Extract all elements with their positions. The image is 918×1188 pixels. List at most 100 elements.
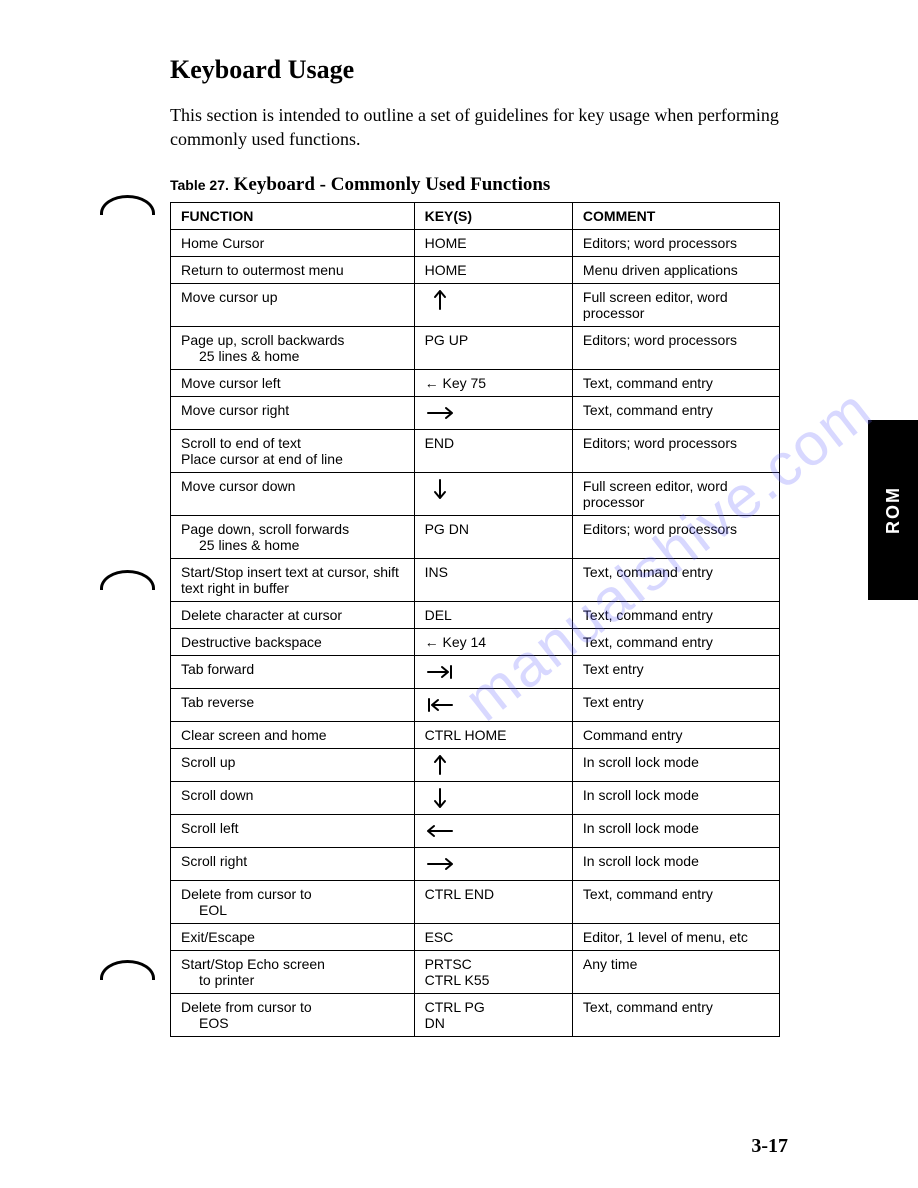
cell-key: PG UP [414, 326, 572, 369]
key-text: CTRL PG [425, 999, 485, 1015]
cell-function: Exit/Escape [171, 923, 415, 950]
comment-text: Full screen editor, word processor [583, 289, 728, 321]
function-text: Move cursor down [181, 478, 295, 494]
cell-comment: In scroll lock mode [572, 847, 779, 880]
caption-label: Table 27. [170, 177, 229, 193]
function-text: Page up, scroll backwards [181, 332, 344, 348]
function-text: Exit/Escape [181, 929, 255, 945]
page-number: 3-17 [751, 1135, 788, 1158]
table-row: Move cursor up Full screen editor, word p… [171, 283, 780, 326]
table-header-row: FUNCTION KEY(S) COMMENT [171, 202, 780, 229]
arrow-down-icon [425, 787, 455, 809]
key-text: PG UP [425, 332, 469, 348]
caption-title: Keyboard - Commonly Used Functions [234, 174, 551, 195]
cell-function: Start/Stop insert text at cursor, shift … [171, 558, 415, 601]
comment-text: Editors; word processors [583, 332, 737, 348]
cell-key [414, 781, 572, 814]
table-row: Move cursor right Text, command entry [171, 396, 780, 429]
table-row: Scroll downIn scroll lock mode [171, 781, 780, 814]
function-text: Home Cursor [181, 235, 264, 251]
key-text: ← Key 14 [425, 634, 486, 650]
cell-key: CTRL HOME [414, 721, 572, 748]
cell-comment: In scroll lock mode [572, 748, 779, 781]
cell-function: Home Cursor [171, 229, 415, 256]
comment-text: Text, command entry [583, 634, 713, 650]
cell-function: Destructive backspace [171, 628, 415, 655]
document-page: ROM manualshive.com Keyboard Usage This … [0, 0, 918, 1188]
cell-key: PRTSCCTRL K55 [414, 950, 572, 993]
cell-key: INS [414, 558, 572, 601]
key-text: ← Key 75 [425, 375, 486, 391]
table-row: Scroll leftIn scroll lock mode [171, 814, 780, 847]
cell-function: Tab forward [171, 655, 415, 688]
key-text: PG DN [425, 521, 469, 537]
table-row: Exit/Escape ESC Editor, 1 level of menu, e… [171, 923, 780, 950]
comment-text: Text, command entry [583, 402, 713, 418]
cell-function: Delete from cursor toEOL [171, 880, 415, 923]
function-text: Tab reverse [181, 694, 254, 710]
function-text: Move cursor up [181, 289, 277, 305]
cell-function: Scroll right [171, 847, 415, 880]
function-text: Page down, scroll forwards [181, 521, 349, 537]
table-row: Home CursorHOMEEditors; word processors [171, 229, 780, 256]
function-text: Move cursor right [181, 402, 289, 418]
cell-comment: Menu driven applications [572, 256, 779, 283]
comment-text: Editors; word processors [583, 435, 737, 451]
cell-function: Delete character at cursor [171, 601, 415, 628]
table-row: Delete from cursor toEOLCTRL ENDText, co… [171, 880, 780, 923]
comment-text: In scroll lock mode [583, 820, 699, 836]
tab-right-icon [425, 661, 455, 683]
side-tab: ROM [868, 420, 918, 600]
arrow-right-icon [425, 853, 455, 875]
cell-comment: Text, command entry [572, 880, 779, 923]
cell-comment: In scroll lock mode [572, 814, 779, 847]
table-row: Start/Stop Echo screento printerPRTSCCTR… [171, 950, 780, 993]
cell-comment: Text, command entry [572, 601, 779, 628]
table-row: Scroll to end of textPlace cursor at end… [171, 429, 780, 472]
cell-comment: Full screen editor, word processor [572, 283, 779, 326]
cell-function: Move cursor left [171, 369, 415, 396]
function-text: Start/Stop insert text at cursor, shift … [181, 564, 399, 596]
content-area: Keyboard Usage This section is intended … [170, 55, 780, 1037]
cell-function: Scroll up [171, 748, 415, 781]
arrow-up-icon [425, 289, 455, 311]
key-text: HOME [425, 235, 467, 251]
cell-comment: Editor, 1 level of menu, etc [572, 923, 779, 950]
table-row: Clear screen and homeCTRL HOMECommand en… [171, 721, 780, 748]
cell-key [414, 847, 572, 880]
key-text-line2: DN [425, 1015, 445, 1031]
side-tab-label: ROM [883, 486, 904, 534]
cell-function: Start/Stop Echo screento printer [171, 950, 415, 993]
cell-key: ← Key 14 [414, 628, 572, 655]
comment-text: Text entry [583, 661, 644, 677]
function-text: Scroll right [181, 853, 247, 869]
key-text: END [425, 435, 455, 451]
cell-comment: Editors; word processors [572, 515, 779, 558]
arrow-right-icon [425, 402, 455, 424]
key-text: INS [425, 564, 448, 580]
table-row: Destructive backspace ← Key 14 Text, comma… [171, 628, 780, 655]
cell-comment: Text, command entry [572, 558, 779, 601]
cell-comment: Editors; word processors [572, 429, 779, 472]
function-text: Destructive backspace [181, 634, 322, 650]
cell-key: HOME [414, 229, 572, 256]
function-text: Start/Stop Echo screen [181, 956, 325, 972]
comment-text: In scroll lock mode [583, 787, 699, 803]
cell-key: ← Key 75 [414, 369, 572, 396]
cell-function: Scroll to end of textPlace cursor at end… [171, 429, 415, 472]
table-caption: Table 27. Keyboard - Commonly Used Funct… [170, 174, 780, 196]
cell-key: PG DN [414, 515, 572, 558]
function-indent: 25 lines & home [181, 537, 404, 553]
function-indent: EOS [181, 1015, 404, 1031]
cell-function: Move cursor up [171, 283, 415, 326]
arrow-up-icon [425, 754, 455, 776]
cell-comment: Command entry [572, 721, 779, 748]
key-text: ESC [425, 929, 454, 945]
cell-key [414, 814, 572, 847]
cell-comment: In scroll lock mode [572, 781, 779, 814]
tab-left-icon [425, 694, 455, 716]
table-row: Return to outermost menuHOMEMenu driven … [171, 256, 780, 283]
cell-function: Move cursor down [171, 472, 415, 515]
arrow-down-icon [425, 478, 455, 500]
keyboard-table: FUNCTION KEY(S) COMMENT Home Cursor HOME E… [170, 202, 780, 1037]
